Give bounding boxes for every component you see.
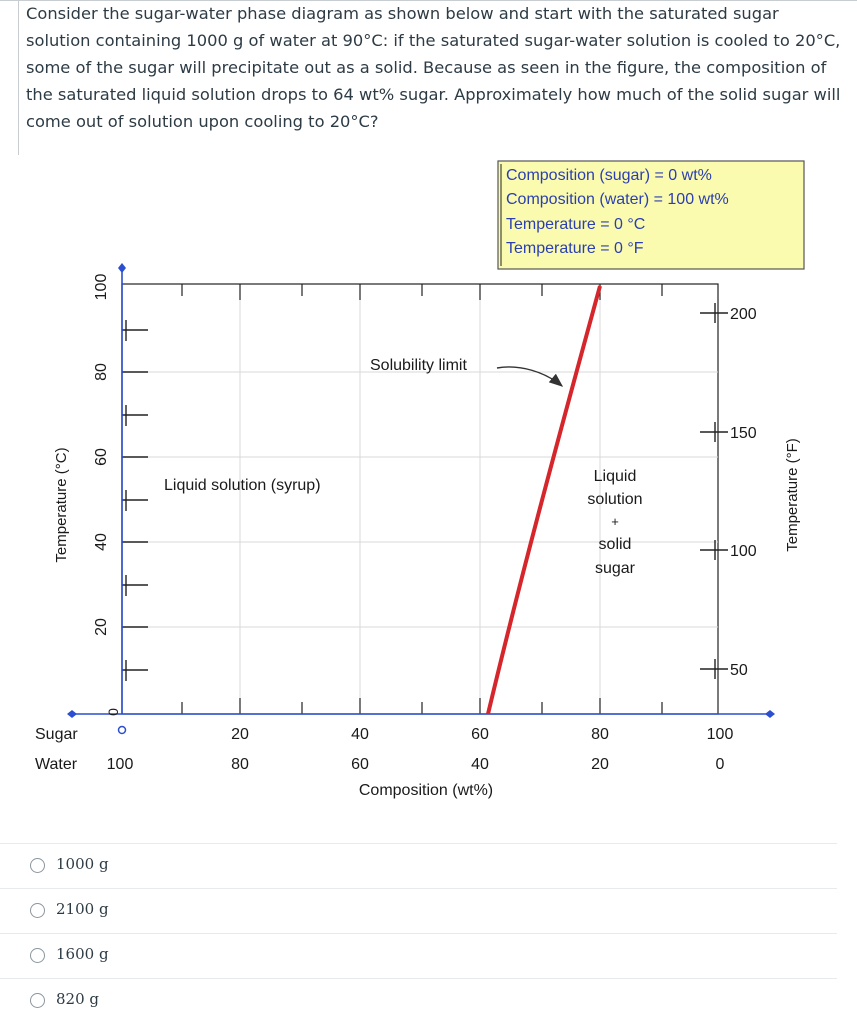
answer-option[interactable]: 2100 g	[0, 888, 837, 933]
right-axis-title: Temperature (°F)	[784, 438, 801, 552]
solubility-curve	[486, 285, 602, 715]
water-tick-label: 100	[107, 756, 134, 773]
solubility-limit-label: Solubility limit	[370, 357, 467, 374]
sugar-tick-label: 20	[231, 726, 249, 743]
water-tick-label: 80	[231, 756, 249, 773]
right-tick-label: 100	[730, 543, 757, 560]
right-tick-label: 200	[730, 306, 757, 323]
two-phase-label-4: solid	[599, 536, 632, 553]
x-axis-title: Composition (wt%)	[359, 782, 493, 799]
left-axis-ticks	[122, 320, 148, 681]
phase-diagram: Composition (sugar) = 0 wt% Composition …	[35, 160, 805, 799]
right-axis-ticks	[700, 303, 728, 679]
two-phase-label-1: Liquid	[594, 468, 637, 485]
composition-right-handle[interactable]	[765, 710, 775, 718]
answer-option[interactable]: 1000 g	[0, 843, 837, 888]
cursor-marker	[117, 725, 127, 735]
radio-button[interactable]	[30, 903, 45, 918]
composition-left-handle[interactable]	[67, 710, 77, 718]
water-tick-label: 40	[471, 756, 489, 773]
question-text: Consider the sugar-water phase diagram a…	[26, 4, 841, 131]
answer-label: 2100 g	[56, 900, 109, 918]
radio-button[interactable]	[30, 858, 45, 873]
water-axis-label: Water	[35, 756, 78, 773]
answer-list: 1000 g 2100 g 1600 g 820 g	[0, 843, 837, 1023]
answer-label: 820 g	[56, 990, 100, 1008]
readout-box	[497, 160, 805, 270]
water-tick-label: 20	[591, 756, 609, 773]
left-border	[18, 0, 19, 155]
readout-temp-c: Temperature = 0 °C	[506, 216, 645, 233]
y-tick-label: 100	[93, 274, 110, 301]
y-tick-label: 20	[93, 618, 110, 636]
readout-temp-f: Temperature = 0 °F	[506, 240, 644, 257]
grid	[122, 284, 718, 714]
y-tick-label: 80	[93, 363, 110, 381]
answer-option[interactable]: 1600 g	[0, 933, 837, 978]
readout-water: Composition (water) = 100 wt%	[506, 191, 729, 208]
top-border	[0, 0, 857, 1]
temperature-handle[interactable]	[118, 263, 126, 273]
readout-sugar: Composition (sugar) = 0 wt%	[506, 167, 712, 184]
sugar-axis-label: Sugar	[35, 726, 78, 743]
right-tick-label: 50	[730, 662, 748, 679]
composition-ticks	[181, 284, 663, 714]
answer-label: 1600 g	[56, 945, 109, 963]
answer-option[interactable]: 820 g	[0, 978, 837, 1023]
sugar-tick-label: 80	[591, 726, 609, 743]
two-phase-label-5: sugar	[595, 560, 636, 577]
sugar-tick-label: 60	[471, 726, 489, 743]
y-tick-label: 40	[93, 533, 110, 551]
y-tick-label: 0	[105, 708, 121, 716]
water-tick-label: 60	[351, 756, 369, 773]
radio-button[interactable]	[30, 993, 45, 1008]
two-phase-label-3: +	[611, 514, 619, 529]
liquid-region-label: Liquid solution (syrup)	[164, 477, 321, 494]
sugar-tick-label: 100	[707, 726, 734, 743]
sugar-tick-label: 40	[351, 726, 369, 743]
left-axis-title: Temperature (°C)	[53, 447, 70, 562]
radio-button[interactable]	[30, 948, 45, 963]
two-phase-label-2: solution	[587, 491, 642, 508]
water-tick-label: 0	[716, 756, 725, 773]
solubility-arrow	[496, 366, 564, 387]
y-tick-label: 60	[93, 448, 110, 466]
right-tick-label: 150	[730, 425, 757, 442]
answer-label: 1000 g	[56, 855, 109, 873]
